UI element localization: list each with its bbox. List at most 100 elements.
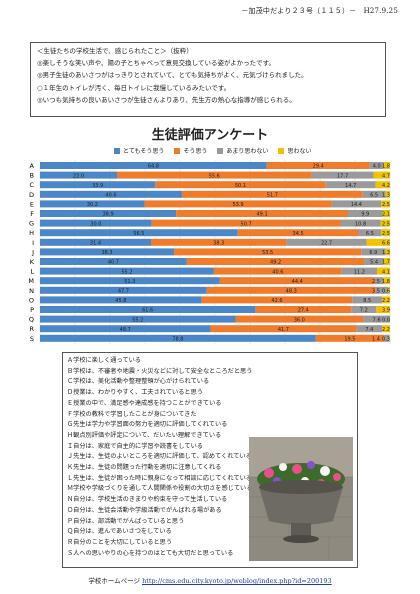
data-label: 14.4: [351, 202, 362, 208]
data-label: 40.7: [108, 260, 119, 266]
data-label: 1.3: [382, 250, 390, 256]
bar-segment: [366, 238, 390, 246]
legend-swatch: [217, 147, 224, 154]
bar-segment: [286, 238, 367, 246]
chart-legend: とてもそう思う そう思う あまり思わない 思わない: [114, 146, 311, 155]
flower-planter-photo: [249, 437, 353, 561]
bar-segment: [348, 210, 383, 217]
data-label: 55.2: [132, 317, 143, 323]
survey-item: Ａ学校に楽しく通っている: [67, 357, 141, 364]
legend-item: 思わない: [278, 146, 311, 155]
survey-item: Ｊ先生は、生徒のよいところを適切に評価して、認めてくれている: [67, 453, 252, 461]
chart-title: 生徒評価アンケート: [151, 128, 269, 143]
bar-segment: [237, 229, 359, 237]
bar-segment: [383, 277, 390, 285]
legend-swatch: [278, 147, 285, 154]
data-label: 2.5: [382, 202, 390, 208]
bar-segment: [388, 334, 390, 342]
survey-item: Ｅ授業の中で、満足感や達成感を持つことができている: [67, 399, 222, 407]
bar-segment: [151, 219, 341, 227]
data-label: 4.1: [382, 269, 390, 275]
bar-segment: [210, 325, 357, 333]
bar-segment: [362, 190, 386, 198]
bar-segment: [380, 219, 390, 227]
data-label: 3.9: [382, 308, 390, 314]
category-label: A: [30, 162, 35, 170]
bar-segment: [40, 296, 202, 304]
legend-label: 思わない: [287, 148, 312, 155]
category-label: R: [29, 325, 34, 333]
bar-segment: [375, 181, 390, 189]
footer-label: 学校ホームページ: [88, 577, 140, 585]
comment-line: ＜生徒たちの学校生活で、感じられたこと＞（抜粋）: [37, 47, 193, 55]
bar-segment: [331, 200, 382, 208]
evaluation-comments-box: ＜生徒たちの学校生活で、感じられたこと＞（抜粋） ◎楽しそうな笑い声や、陽の子と…: [30, 42, 386, 117]
bar-segment: [40, 229, 238, 237]
bar-segment: [40, 306, 256, 313]
legend-label: あまり思わない: [226, 148, 269, 155]
data-label: 0.0: [382, 317, 390, 323]
data-label: 0.3: [382, 337, 390, 343]
category-label: P: [30, 306, 34, 314]
category-label: K: [30, 258, 35, 266]
data-label: 19.5: [344, 337, 355, 343]
data-label: 1.3: [382, 193, 390, 199]
comment-line: ◎いつも気持ちの良いあいさつが生徒さんよりあり、先生方の熱心な指導が感じられる。: [37, 95, 296, 104]
comment-line: ◎男子生徒のあいさつがはっきりとされていて、とても気持ちがよく、元気づけられまし…: [37, 71, 308, 80]
data-label: 53.9: [232, 202, 243, 208]
bar-segment: [383, 258, 390, 265]
bar-segment: [364, 258, 384, 265]
survey-items-box: Ａ学校に楽しく通っている Ｂ学校は、不審者や地震・火災などに対して安全なところだ…: [62, 352, 358, 568]
chart-plot: A 64.8 29.4 4.0 1.8B 22.0 55.6 17.7 4.7C 33.9 50.1…: [28, 160, 391, 345]
data-label: 2.5: [372, 279, 380, 285]
bar-segment: [341, 267, 378, 275]
bar-segment: [40, 334, 316, 342]
bar-segment: [40, 267, 214, 275]
category-label: N: [29, 287, 34, 295]
data-label: 45.8: [115, 298, 126, 304]
bar-segment: [387, 286, 390, 294]
category-label: Q: [29, 316, 34, 324]
bar-segment: [266, 162, 370, 169]
bar-segment: [201, 296, 353, 304]
bar-segment: [351, 306, 377, 313]
legend-label: とてもそう思う: [123, 148, 165, 155]
school-homepage-footer: 学校ホームページ http://cms.edu.city.kyoto.jp/we…: [0, 575, 420, 585]
survey-item: Ｓ人への思いやりの心を持つのはとても大切だと思っている: [67, 549, 234, 557]
data-label: 2.5: [382, 231, 390, 237]
category-label: B: [30, 172, 34, 180]
bar-segment: [176, 210, 348, 217]
legend-swatch: [174, 147, 181, 154]
data-label: 0.6: [382, 289, 390, 295]
category-label: I: [32, 239, 34, 247]
data-label: 6.6: [382, 241, 390, 247]
data-label: 36.0: [294, 317, 305, 323]
data-label: 30.2: [87, 202, 98, 208]
bar-segment: [373, 171, 390, 179]
data-label: 64.8: [148, 164, 159, 170]
comment-line: ◎楽しそうな笑い声や、陽の子とちゃべって意見交換している姿がよかったです。: [37, 59, 275, 68]
data-label: 2.5: [382, 221, 390, 227]
survey-item: Ｌ先生は、生徒が困った時に親身になって相談に応じてくれている: [67, 474, 252, 482]
bar-segment: [358, 229, 382, 237]
bar-segment: [219, 277, 375, 285]
data-label: 47.7: [118, 289, 129, 295]
bar-segment: [155, 181, 326, 189]
comment-line: ○１年生のトイレが汚く、毎日トイレに我慢しているみたいです。: [37, 83, 231, 92]
bar-segment: [311, 171, 374, 179]
survey-item: Ｈ観点別評価や評定について、だいたい理解できている: [67, 431, 222, 439]
survey-item: Ｋ先生は、生徒の問題った行動を適切に注意してくれる: [67, 464, 222, 472]
school-homepage-link[interactable]: http://cms.edu.city.kyoto.jp/weblog/inde…: [142, 577, 332, 585]
data-label: 55.6: [209, 173, 220, 179]
data-label: 53.5: [262, 250, 273, 256]
data-label: 1.4: [372, 337, 380, 343]
bar-segment: [382, 296, 390, 304]
data-label: 48.3: [286, 289, 297, 295]
bar-segment: [181, 190, 363, 198]
data-label: 8.5: [363, 298, 371, 304]
bar-segment: [144, 200, 332, 208]
bar-segment: [40, 190, 182, 198]
data-label: 11.2: [354, 269, 365, 275]
data-label: 40.6: [105, 193, 116, 199]
bar-segment: [40, 248, 175, 256]
